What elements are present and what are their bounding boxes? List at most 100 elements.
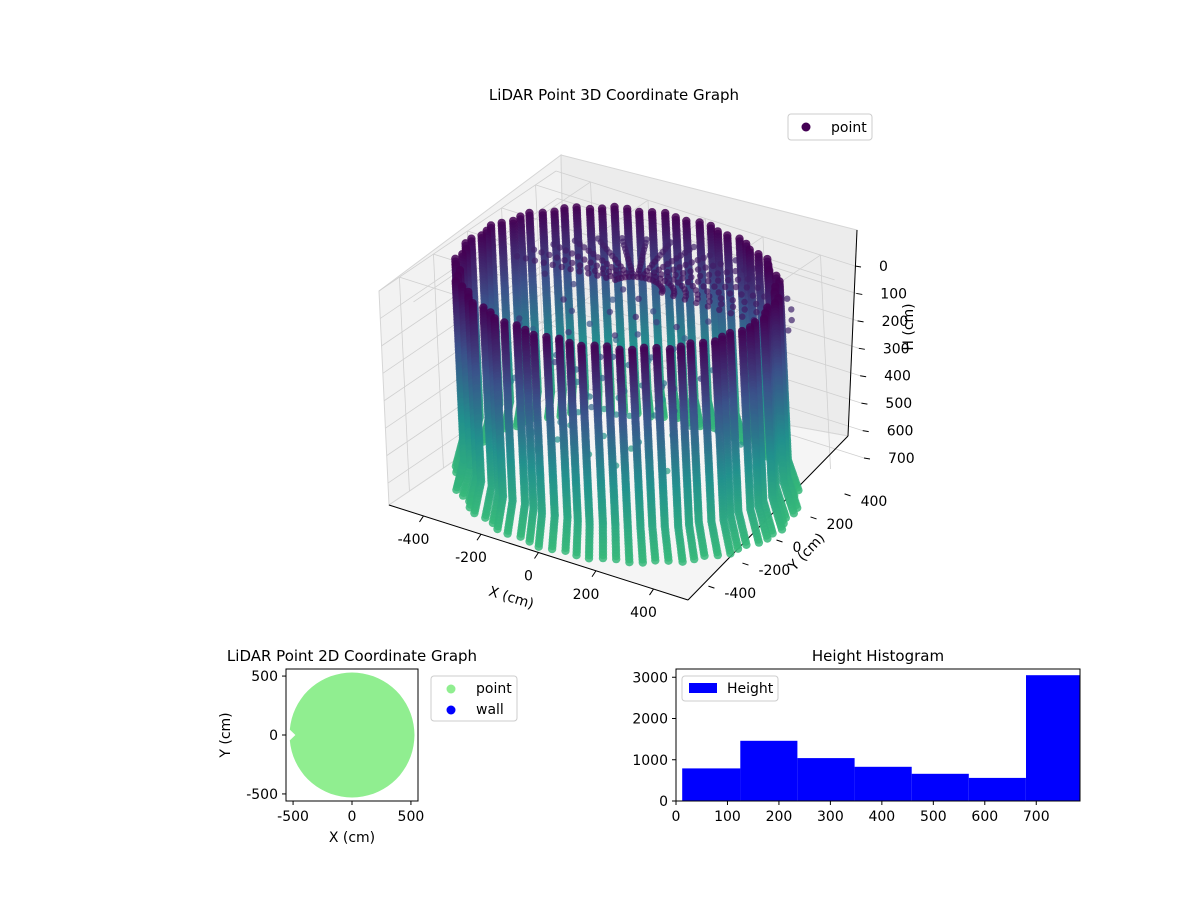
grid-back-z [555, 170, 856, 267]
scatter3d-point [717, 260, 724, 268]
scatter3d-point [570, 280, 577, 288]
scatter3d-title: LiDAR Point 3D Coordinate Graph [489, 86, 739, 104]
scatter3d-point [687, 268, 694, 275]
scatter3d-point [530, 246, 538, 253]
scatter3d-point [681, 296, 689, 303]
scatter3d-point [714, 270, 721, 277]
scatter3d-point [718, 300, 725, 308]
scatter3d-point [761, 293, 768, 300]
scatter3d-point [585, 270, 592, 277]
scatter3d-point [709, 262, 717, 269]
scatter3d-point [727, 310, 734, 317]
scatter3d-point [738, 291, 745, 298]
scatter3d-point [688, 259, 695, 266]
scatter3d-point [724, 276, 732, 284]
scatter3d-point [585, 247, 592, 254]
scatter3d-point [744, 275, 752, 283]
scatter3d-point [696, 272, 704, 280]
scatter3d-point [522, 255, 530, 262]
scatter3d-point [561, 257, 568, 264]
grid-back-z [557, 198, 857, 294]
scatter3d-point [732, 283, 740, 291]
scatter3d-point [705, 277, 712, 285]
scatter3d-point [565, 329, 572, 336]
scatter3d-point [529, 325, 537, 333]
scatter3d-point [558, 263, 565, 271]
scatter3d-point [705, 271, 713, 278]
scatter3d-point [693, 299, 700, 307]
scatter3d-point [716, 306, 723, 313]
scatter3d-point [569, 259, 576, 267]
scatter3d-point [612, 276, 619, 284]
scatter3d-point [729, 303, 737, 310]
scatter3d-point [741, 306, 748, 313]
scatter3d-point [739, 313, 746, 320]
scatter3d-point [538, 249, 545, 256]
scatter3d-point [732, 267, 739, 275]
scatter3d-point [681, 335, 688, 342]
scatter3d-point [695, 278, 702, 285]
grid-back-z [561, 280, 861, 377]
scatter3d-point [599, 257, 606, 264]
scatter3d-point [753, 300, 760, 308]
scatter3d-point [576, 240, 583, 248]
scatter3d-point [714, 277, 722, 284]
scatter3d-point [749, 292, 757, 299]
scatter3d-point [525, 537, 534, 546]
scatter3d-point [611, 332, 619, 339]
scatter3d-point [726, 290, 734, 297]
scatter3d-point [516, 532, 525, 541]
scatter3d-point [503, 529, 512, 538]
scatter3d-point [556, 244, 563, 251]
scatter3d-point [560, 296, 567, 303]
scatter3d-point [553, 254, 561, 261]
scatter3d-point [741, 298, 748, 306]
scatter3d-point [609, 296, 616, 303]
scatter3d-point [717, 295, 725, 302]
scatter3d-z-axis-line [847, 229, 858, 437]
scatter3d-point [706, 252, 713, 259]
scatter3d-point [658, 289, 666, 296]
scatter3d-point [541, 270, 548, 277]
grid-left-y [399, 277, 410, 492]
scatter3d-point [619, 286, 627, 293]
scatter3d-point [603, 274, 610, 281]
scatter3d-point [470, 508, 479, 518]
scatter3d-point [715, 289, 722, 296]
scatter3d-point [694, 266, 702, 273]
scatter3d-points [451, 202, 803, 567]
scatter3d-point [650, 308, 657, 315]
scatter3d-point [777, 525, 787, 534]
scatter3d-point [704, 303, 712, 310]
scatter3d-point [594, 254, 601, 261]
scatter3d-point [700, 254, 707, 261]
scatter3d-point [635, 295, 642, 302]
grid-back-x [820, 255, 831, 470]
scatter3d-point [682, 261, 689, 269]
scatter3d-point [549, 261, 556, 268]
scatter3d-point [587, 259, 594, 266]
scatter3d-point [784, 295, 791, 302]
scatter3d-point [705, 318, 712, 325]
scatter3d-point [571, 237, 579, 244]
scatter3d-point [590, 250, 597, 258]
scatter3d-point [576, 268, 583, 275]
scatter3d-point [575, 253, 582, 260]
scatter3d-point [634, 331, 641, 338]
scatter3d-point [576, 262, 584, 269]
scatter3d-point [581, 244, 588, 251]
scatter3d-point [513, 253, 521, 260]
scatter3d-point [785, 327, 792, 334]
scatter3d-point [568, 307, 576, 315]
scatter3d-point [754, 284, 761, 291]
grid-left-z [378, 170, 557, 292]
grid-left-y [433, 254, 444, 469]
scatter3d-point [676, 264, 683, 271]
scatter3d-point [581, 256, 588, 263]
scatter3d-point [788, 316, 795, 324]
scatter3d-point [546, 251, 553, 259]
scatter3d-point [562, 247, 569, 254]
scatter3d-point [722, 283, 729, 291]
scatter3d-point [734, 276, 742, 283]
